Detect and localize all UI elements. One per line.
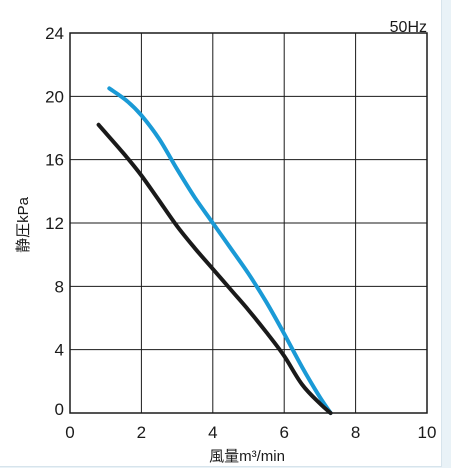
y-tick-label: 0: [55, 400, 64, 419]
y-tick-label: 8: [55, 277, 64, 296]
y-tick-label: 24: [45, 24, 64, 43]
chart-panel: 0 4 8 12 16 20 24 0 2 4 6 8 10 50Hz 風量m³/min 静圧kPa: [0, 0, 442, 467]
x-tick-label: 2: [137, 423, 146, 442]
y-tick-label: 12: [45, 214, 64, 233]
x-tick-label: 4: [208, 423, 217, 442]
y-axis-label: 静圧kPa: [15, 196, 32, 253]
y-tick-label: 4: [55, 341, 64, 360]
x-tick-label: 10: [418, 423, 437, 442]
x-tick-labels: 0 2 4 6 8 10: [65, 423, 436, 442]
y-tick-labels: 0 4 8 12 16 20 24: [45, 24, 64, 419]
x-tick-label: 8: [351, 423, 360, 442]
plot-border: [69, 32, 428, 414]
x-tick-label: 6: [279, 423, 288, 442]
y-tick-label: 16: [45, 151, 64, 170]
y-tick-label: 20: [45, 87, 64, 106]
x-axis-label: 風量m³/min: [209, 448, 285, 465]
series-line-black: [96, 122, 333, 415]
series-line-blue: [107, 86, 333, 415]
series-lines: [96, 86, 333, 415]
grid-lines: [69, 32, 428, 414]
x-tick-label: 0: [65, 423, 74, 442]
frequency-label: 50Hz: [390, 19, 427, 36]
